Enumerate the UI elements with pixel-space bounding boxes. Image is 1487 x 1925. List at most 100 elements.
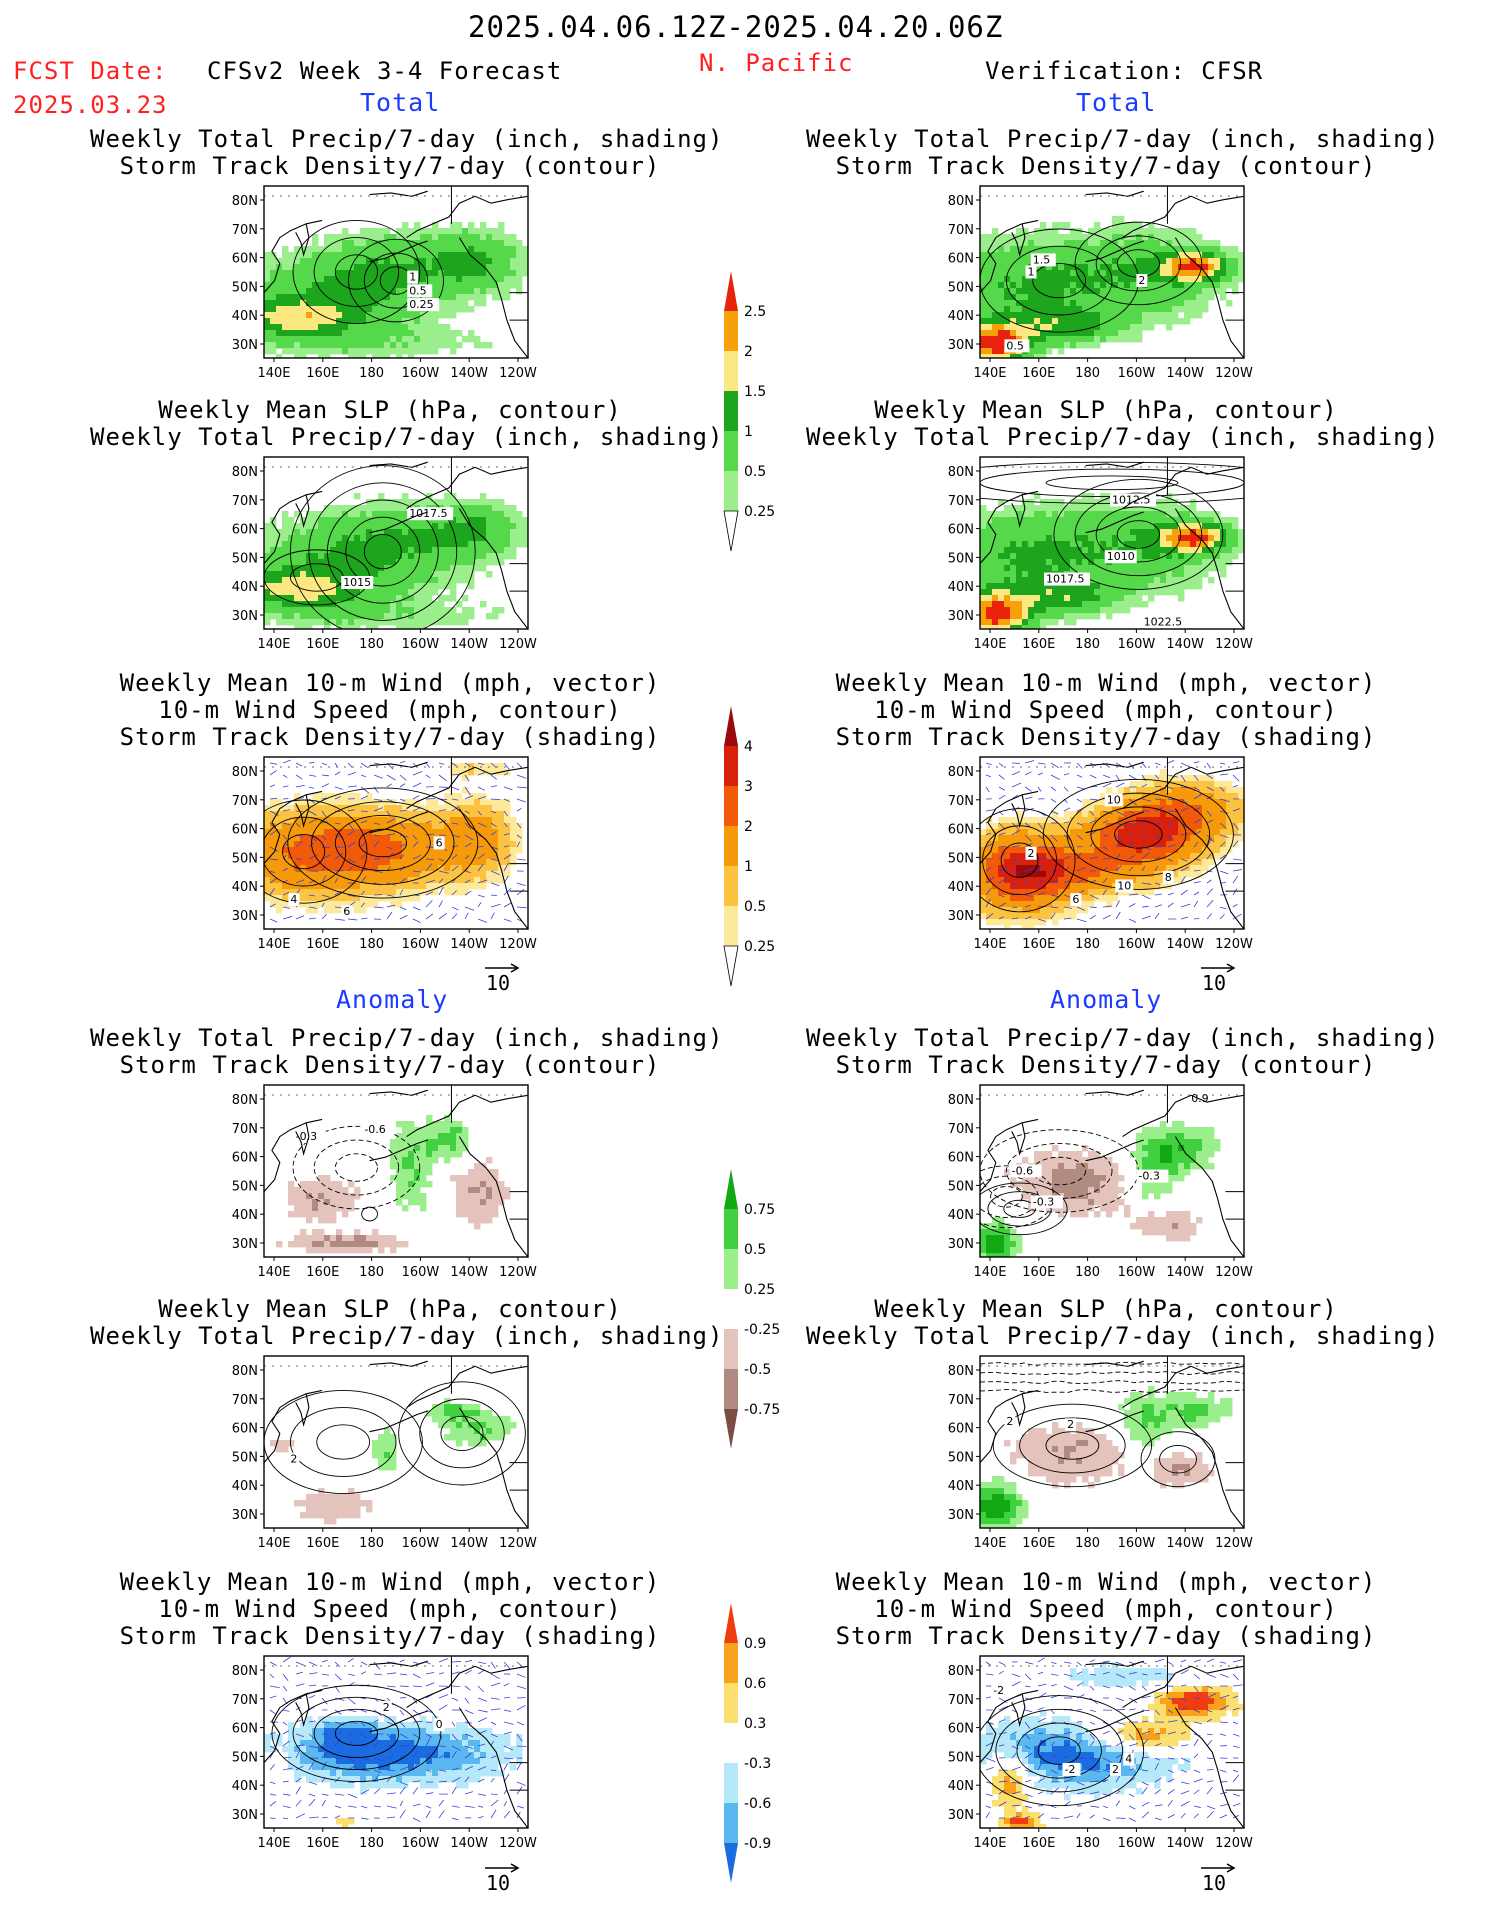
contour-label: -2: [993, 1684, 1004, 1697]
lat-tick-label: 30N: [948, 338, 974, 353]
lat-tick-label: 80N: [232, 1364, 258, 1379]
fcst-date-value: 2025.03.23: [13, 91, 168, 119]
colorbar-label: 0.5: [744, 1242, 766, 1258]
colorbar-segment: [724, 826, 738, 866]
colorbar-segment: [724, 1169, 738, 1209]
lon-tick-label: 120W: [499, 637, 537, 652]
lon-tick-label: 160W: [1118, 1536, 1156, 1551]
lat-tick-label: 40N: [232, 1779, 258, 1794]
vector-reference-f-anom: 10: [485, 1863, 520, 1895]
vector-reference-label: 10: [1202, 971, 1226, 995]
lon-tick-label: 120W: [1215, 937, 1253, 952]
lat-tick-label: 40N: [948, 309, 974, 324]
lat-tick-label: 40N: [948, 1779, 974, 1794]
lat-tick-label: 70N: [232, 494, 258, 509]
lat-tick-label: 40N: [948, 1479, 974, 1494]
section-anomaly-verification: Anomaly: [1050, 985, 1163, 1014]
contour-label: -0.6: [364, 1123, 385, 1136]
lon-tick-label: 160E: [306, 1265, 339, 1280]
lon-tick-label: 160W: [402, 637, 440, 652]
contour-label: 0: [436, 1718, 443, 1731]
lat-tick-label: 30N: [232, 1237, 258, 1252]
contour-label: 0.5: [1006, 339, 1024, 352]
colorbar-label: 0.75: [744, 1202, 775, 1218]
lat-tick-label: 60N: [232, 1722, 258, 1737]
colorbar-segment: [724, 1683, 738, 1723]
lon-tick-label: 140W: [1166, 1265, 1204, 1280]
map-frame: [979, 1084, 1245, 1258]
lat-tick-label: 40N: [232, 580, 258, 595]
lon-tick-label: 140W: [1166, 937, 1204, 952]
lon-tick-label: 180: [359, 366, 384, 381]
lon-tick-label: 160E: [1022, 937, 1055, 952]
title-v-total-wind: Weekly Mean 10-m Wind (mph, vector) 10-m …: [835, 669, 1377, 751]
lat-tick-label: 60N: [232, 1151, 258, 1166]
map-frame: [263, 756, 529, 930]
lat-tick-label: 80N: [948, 194, 974, 209]
lat-tick-label: 30N: [948, 1237, 974, 1252]
title-f-total-slp: Weekly Mean SLP (hPa, contour) Weekly Tot…: [90, 396, 724, 451]
lon-tick-label: 180: [359, 937, 384, 952]
lon-tick-label: 180: [1075, 937, 1100, 952]
lon-tick-label: 160W: [402, 1836, 440, 1851]
lat-tick-label: 50N: [232, 1179, 258, 1194]
lon-tick-label: 160W: [1118, 1265, 1156, 1280]
colorbar-label: 1: [744, 424, 753, 440]
lon-tick-label: 140E: [257, 1536, 290, 1551]
lon-tick-label: 160W: [1118, 366, 1156, 381]
lat-tick-label: 40N: [232, 1208, 258, 1223]
lon-tick-label: 160W: [402, 1265, 440, 1280]
lon-tick-label: 160E: [306, 366, 339, 381]
lon-tick-label: 140E: [257, 637, 290, 652]
lat-tick-label: 50N: [232, 551, 258, 566]
colorbar-label: 0.5: [744, 899, 766, 915]
lon-tick-label: 160E: [1022, 1536, 1055, 1551]
contour-label: 6: [1072, 893, 1079, 906]
contour-label: 1: [1028, 265, 1035, 278]
lon-tick-label: 180: [1075, 1536, 1100, 1551]
lat-tick-label: 50N: [232, 280, 258, 295]
title-f-total-precip: Weekly Total Precip/7-day (inch, shading…: [90, 125, 724, 180]
map-v-total-precip: 1.51 2 0.5 80N 70N 60N 50N 40N 30N 140E 160E 180 160…: [948, 185, 1253, 381]
lat-tick-label: 80N: [232, 194, 258, 209]
colorbar-label: -0.25: [744, 1322, 780, 1338]
colorbar-label: -0.5: [744, 1362, 771, 1378]
lon-tick-label: 120W: [1215, 1536, 1253, 1551]
lat-tick-label: 40N: [948, 1208, 974, 1223]
map-f-total-slp: 1017.5 1015 80N 70N 60N 50N 40N 30N 140E 160E 180 1…: [232, 456, 537, 652]
lat-tick-label: 60N: [232, 823, 258, 838]
lon-tick-label: 160E: [1022, 1836, 1055, 1851]
map-frame: [263, 185, 529, 359]
colorbar-segment: [724, 311, 738, 351]
region-label: N. Pacific: [699, 49, 854, 77]
colorbar-label: -0.3: [744, 1756, 771, 1772]
lon-tick-label: 160W: [402, 937, 440, 952]
colorbar-label: 2.5: [744, 304, 766, 320]
lat-tick-label: 40N: [232, 880, 258, 895]
colorbar-segment: [724, 351, 738, 391]
lat-tick-label: 80N: [948, 1664, 974, 1679]
contour-label: 0.25: [409, 298, 434, 311]
lat-tick-label: 50N: [948, 280, 974, 295]
title-f-anom-slp: Weekly Mean SLP (hPa, contour) Weekly Tot…: [90, 1295, 724, 1350]
lon-tick-label: 140W: [450, 1536, 488, 1551]
contour-label: -2: [1064, 1763, 1075, 1776]
title-v-total-precip: Weekly Total Precip/7-day (inch, shading…: [806, 125, 1440, 180]
lon-tick-label: 180: [1075, 637, 1100, 652]
fcst-date-label: FCST Date:: [13, 57, 168, 85]
lat-tick-label: 30N: [232, 338, 258, 353]
lon-tick-label: 140W: [450, 637, 488, 652]
lat-tick-label: 40N: [232, 1479, 258, 1494]
colorbar-segment: [724, 866, 738, 906]
colorbar-segment: [724, 746, 738, 786]
colorbar-label: -0.6: [744, 1796, 771, 1812]
lon-tick-label: 140E: [973, 1265, 1006, 1280]
lat-tick-label: 70N: [948, 1122, 974, 1137]
colorbar-segment: [724, 1603, 738, 1643]
colorbar-segment: [724, 1369, 738, 1409]
map-f-total-wind: 6 4 6 80N 70N 60N 50N 40N 30N 140E 160E 180 160W 140W…: [232, 756, 537, 952]
lat-tick-label: 70N: [232, 1693, 258, 1708]
lon-tick-label: 160E: [306, 1836, 339, 1851]
lon-tick-label: 180: [1075, 366, 1100, 381]
